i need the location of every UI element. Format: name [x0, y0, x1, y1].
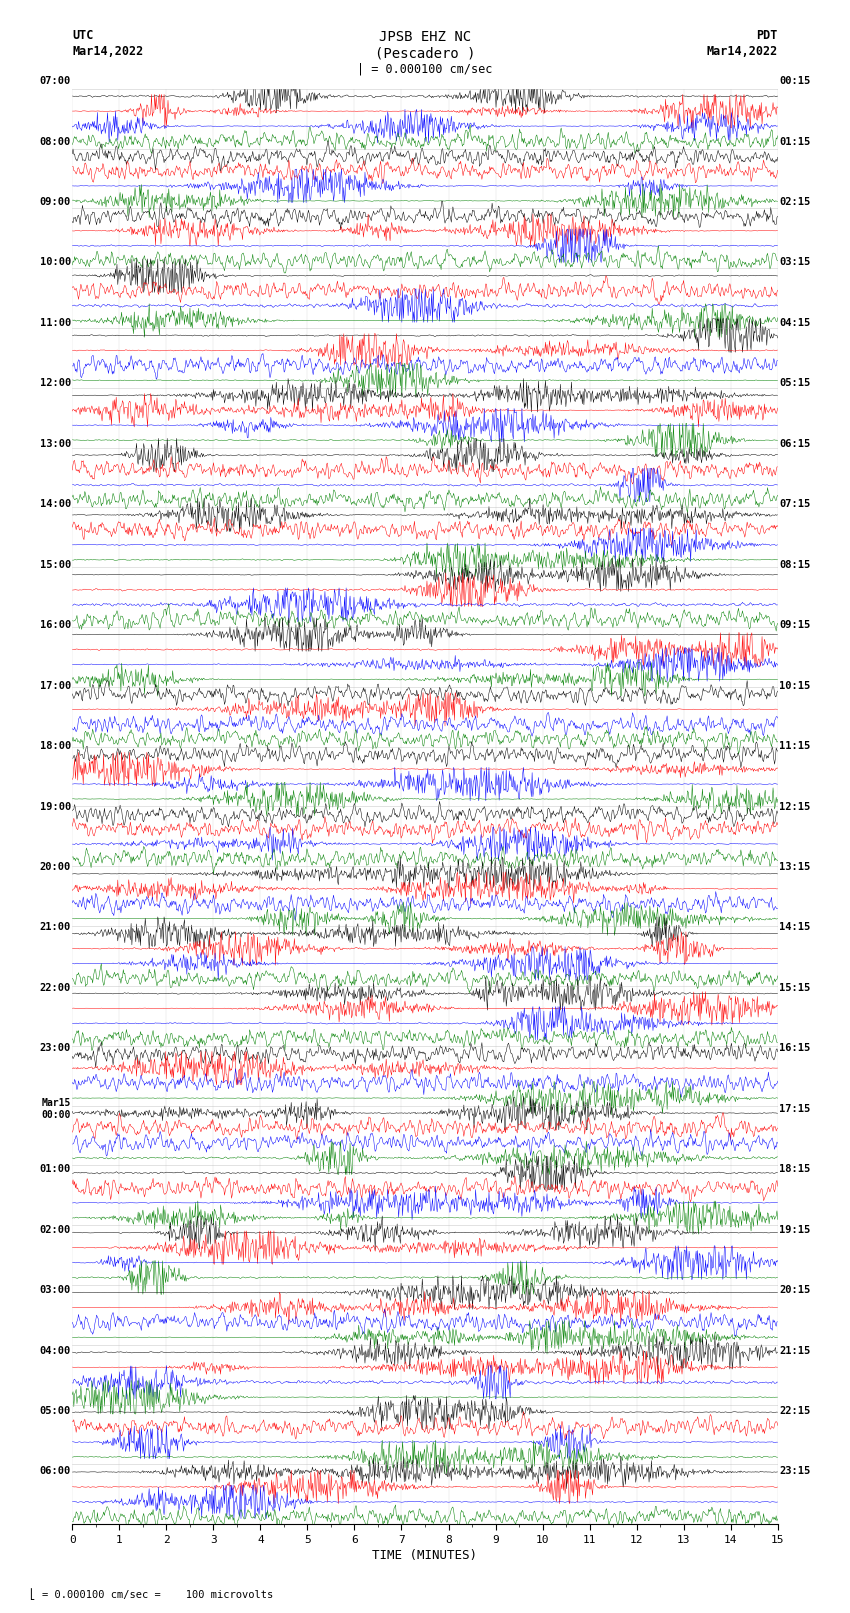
- Text: 18:00: 18:00: [40, 740, 71, 752]
- Text: 23:00: 23:00: [40, 1044, 71, 1053]
- Text: 05:00: 05:00: [40, 1407, 71, 1416]
- Text: 13:15: 13:15: [779, 861, 810, 873]
- Text: 19:15: 19:15: [779, 1224, 810, 1234]
- Text: 06:15: 06:15: [779, 439, 810, 448]
- Text: 07:15: 07:15: [779, 500, 810, 510]
- Text: 18:15: 18:15: [779, 1165, 810, 1174]
- Text: 03:15: 03:15: [779, 258, 810, 268]
- Text: 08:15: 08:15: [779, 560, 810, 569]
- Text: 01:15: 01:15: [779, 137, 810, 147]
- Text: 02:00: 02:00: [40, 1224, 71, 1234]
- Text: 11:15: 11:15: [779, 740, 810, 752]
- Text: Mar15
00:00: Mar15 00:00: [42, 1098, 71, 1119]
- Text: 19:00: 19:00: [40, 802, 71, 811]
- Text: | = 0.000100 cm/sec: | = 0.000100 cm/sec: [357, 63, 493, 76]
- Text: 14:00: 14:00: [40, 500, 71, 510]
- Text: 09:15: 09:15: [779, 619, 810, 631]
- Text: PDT: PDT: [756, 29, 778, 42]
- Text: 10:15: 10:15: [779, 681, 810, 690]
- Text: 03:00: 03:00: [40, 1286, 71, 1295]
- Text: 22:15: 22:15: [779, 1407, 810, 1416]
- Text: 04:15: 04:15: [779, 318, 810, 327]
- Text: 09:00: 09:00: [40, 197, 71, 206]
- Text: UTC: UTC: [72, 29, 94, 42]
- Text: (Pescadero ): (Pescadero ): [375, 47, 475, 60]
- Text: 11:00: 11:00: [40, 318, 71, 327]
- Text: 12:00: 12:00: [40, 379, 71, 389]
- Text: 10:00: 10:00: [40, 258, 71, 268]
- Text: 16:00: 16:00: [40, 619, 71, 631]
- Text: 21:15: 21:15: [779, 1345, 810, 1355]
- Text: 01:00: 01:00: [40, 1165, 71, 1174]
- Text: 06:00: 06:00: [40, 1466, 71, 1476]
- Text: 14:15: 14:15: [779, 923, 810, 932]
- Text: 20:15: 20:15: [779, 1286, 810, 1295]
- Text: 17:15: 17:15: [779, 1103, 810, 1113]
- Text: 23:15: 23:15: [779, 1466, 810, 1476]
- Text: 21:00: 21:00: [40, 923, 71, 932]
- Text: 13:00: 13:00: [40, 439, 71, 448]
- Text: 16:15: 16:15: [779, 1044, 810, 1053]
- Text: 15:15: 15:15: [779, 982, 810, 994]
- Text: 20:00: 20:00: [40, 861, 71, 873]
- X-axis label: TIME (MINUTES): TIME (MINUTES): [372, 1548, 478, 1561]
- Text: 08:00: 08:00: [40, 137, 71, 147]
- Text: 04:00: 04:00: [40, 1345, 71, 1355]
- Text: 07:00: 07:00: [40, 76, 71, 85]
- Text: JPSB EHZ NC: JPSB EHZ NC: [379, 31, 471, 44]
- Text: 02:15: 02:15: [779, 197, 810, 206]
- Text: 12:15: 12:15: [779, 802, 810, 811]
- Text: 05:15: 05:15: [779, 379, 810, 389]
- Text: 00:15: 00:15: [779, 76, 810, 85]
- Text: 22:00: 22:00: [40, 982, 71, 994]
- Text: ⎣ = 0.000100 cm/sec =    100 microvolts: ⎣ = 0.000100 cm/sec = 100 microvolts: [17, 1587, 273, 1600]
- Text: 17:00: 17:00: [40, 681, 71, 690]
- Text: Mar14,2022: Mar14,2022: [706, 45, 778, 58]
- Text: Mar14,2022: Mar14,2022: [72, 45, 144, 58]
- Text: 15:00: 15:00: [40, 560, 71, 569]
